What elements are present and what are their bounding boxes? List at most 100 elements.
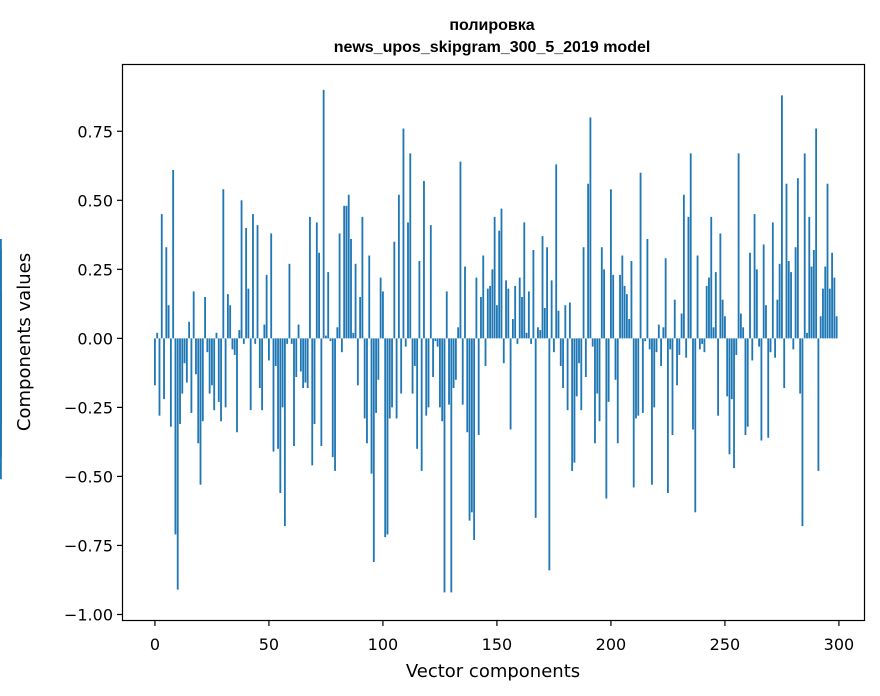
bar [477,338,480,435]
bar [778,263,781,339]
bar [648,338,651,350]
bar [256,225,259,339]
bar [318,252,320,339]
bar [568,302,571,339]
bar [263,324,266,339]
bar [429,225,432,339]
bar [646,238,649,339]
bar [591,338,594,347]
bar [350,238,352,339]
bar [197,338,200,444]
y-tick-label: 0.75 [77,122,113,141]
bar [448,338,450,405]
bar [758,338,761,347]
bar [361,216,364,339]
bar [730,338,733,400]
bar [564,305,567,339]
bar [397,194,400,339]
bar [550,280,553,339]
bar [639,172,642,339]
bar [575,338,578,397]
bar [163,338,165,400]
bar [224,338,227,408]
bar [491,269,494,339]
bar [509,338,512,430]
bar [751,338,754,361]
bar [393,241,396,339]
bar [468,338,471,521]
bar [377,338,380,380]
x-tick-label: 200 [596,635,627,654]
bar [363,338,366,419]
bar [249,338,252,411]
bar [630,261,633,339]
bar [598,338,601,422]
bar [657,324,660,339]
bar [407,222,409,339]
bar [354,263,357,339]
bar [616,338,619,444]
bar [728,338,731,455]
bar [562,338,564,389]
bar [796,178,799,339]
bar [662,327,665,339]
bar [416,338,419,449]
bar [295,338,298,378]
bar [190,338,193,413]
bar [505,280,507,339]
bar [607,338,610,402]
bar [578,338,580,364]
bar [769,338,772,353]
bar [635,338,637,419]
bar [534,338,537,518]
bar [375,338,377,413]
bar [340,338,343,353]
bar [543,307,546,339]
bar [559,338,562,366]
bar [632,338,635,488]
bar [755,269,758,339]
bar [518,277,521,339]
bar [154,338,156,386]
bar [352,332,355,339]
bar [742,327,745,339]
bar [573,338,576,463]
bar [831,252,833,339]
bar [179,338,181,424]
bar [826,183,829,339]
bar [222,189,225,339]
bar [799,338,802,394]
bar-series [0,89,838,593]
bar [835,316,838,339]
bar [785,183,788,339]
bar [457,327,460,339]
bar [687,216,690,339]
bar [466,338,469,433]
bar [226,294,229,339]
bar [594,338,596,444]
chart-subtitle: news_upos_skipgram_300_5_2019 model [334,39,651,56]
bar [719,233,722,339]
bar [201,338,204,422]
bar [302,338,305,389]
bar [676,338,678,386]
bar [808,216,811,339]
bar [787,261,790,339]
bar [425,338,428,416]
bar [783,338,786,389]
bar [217,338,220,402]
bar [402,128,405,339]
bar [169,338,172,427]
x-tick-label: 100 [368,635,399,654]
bar [331,338,334,458]
bar [238,330,241,339]
y-tick-label: −1.00 [64,605,113,624]
bar [286,338,289,344]
bar [582,247,585,339]
bar [753,214,756,339]
bar [165,247,168,339]
bar [229,305,232,339]
bar [0,291,2,339]
bar [651,338,653,485]
bar [441,338,444,422]
